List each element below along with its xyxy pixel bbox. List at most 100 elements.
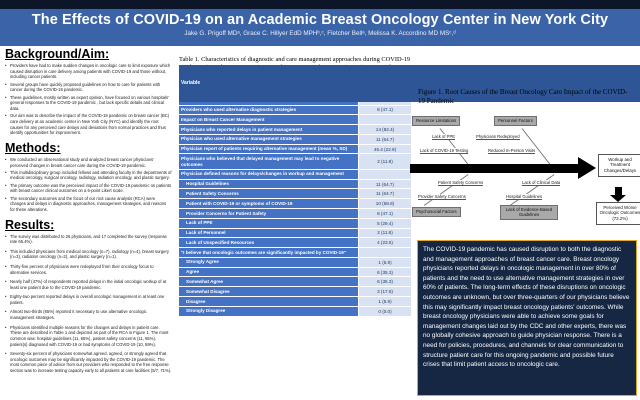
category-psychosocial-factors: Psychosocial Factors <box>412 206 461 217</box>
cause-reduced-in-person-visits: Reduced In-Person Visits <box>488 147 536 154</box>
table-row: Somewhat Disagree 3 (17.6) <box>179 287 411 296</box>
row-label: Disagree <box>179 296 358 306</box>
cause-lack-of-clinical-data: Lack of Clinical Data <box>522 179 561 186</box>
row-value: 11 (64.7) <box>359 189 411 199</box>
background-bullet: Several groups have quickly proposed gui… <box>5 82 172 93</box>
table-section-row: "I believe that oncologic outcomes are s… <box>179 248 411 257</box>
row-label: Lack of PPE <box>179 218 358 228</box>
row-label: Somewhat Disagree <box>179 287 358 296</box>
row-value: 45.4 (22.9) <box>359 144 411 154</box>
row-label: Physicians who believed that delayed man… <box>179 154 358 169</box>
methods-bullets: We conducted an observational study and … <box>5 157 172 213</box>
cause-hospital-guidelines: Hospital Guidelines <box>506 193 543 200</box>
table-section-row: Impact on Breast Cancer Management <box>179 115 411 125</box>
table-row: Lack of Unspecified Resources 4 (23.5) <box>179 238 411 248</box>
row-label: Strongly Agree <box>179 257 358 267</box>
figure-caption: Figure 1. Root Causes of the Breast Onco… <box>418 88 628 105</box>
results-bullet: Nearly half (47%) of respondents reporte… <box>5 279 172 290</box>
results-heading: Results: <box>5 217 55 232</box>
cause-physicians-redeployed: Physicians Redeployed <box>476 133 520 140</box>
methods-bullet: This multidisciplinary group included fe… <box>5 170 172 181</box>
fishbone-rib <box>521 127 551 165</box>
row-label: "I believe that oncologic outcomes are s… <box>179 248 358 257</box>
row-label: Hospital Guidelines <box>179 179 358 189</box>
table-row: Somewhat Agree 6 (35.3) <box>179 277 411 287</box>
table-row: Strongly Disagree 0 (0.0) <box>179 306 411 316</box>
background-bullets: Providers have had to make sudden change… <box>5 63 172 136</box>
conclusion-box: The COVID-19 pandemic has caused disrupt… <box>417 240 637 396</box>
fishbone-rib <box>423 173 469 206</box>
results-bullet: Thirty-five percent of physicians were r… <box>5 264 172 275</box>
row-value <box>359 248 411 257</box>
table-row: Hospital Guidelines 11 (64.7) <box>179 179 411 189</box>
cause-patient-safety-concerns: Patient Safety Concerns <box>438 179 484 186</box>
fishbone-spine-arrow <box>410 163 578 173</box>
table-row: Strongly Agree 1 (5.9) <box>179 257 411 267</box>
row-value: 8 (47.1) <box>359 208 411 218</box>
row-value: 1 (5.9) <box>359 257 411 267</box>
row-value: 6 (35.3) <box>359 267 411 277</box>
row-label: Agree <box>179 267 358 277</box>
cause-provider-safety-concerns: Provider Safety Concerns <box>418 193 466 200</box>
down-arrow-stem <box>615 186 622 195</box>
background-bullet: These guidelines, mostly written as expe… <box>5 95 172 112</box>
row-value: 6 (35.3) <box>359 277 411 287</box>
table-header-row: Variable Responses (N=17,%) <box>179 65 640 102</box>
top-strip <box>0 0 640 9</box>
methods-bullet: We conducted an observational study and … <box>5 157 172 168</box>
row-value: 8 (47.1) <box>359 105 411 115</box>
results-bullet: Eighty-two percent reported delays in ov… <box>5 294 172 305</box>
row-value: 2 (11.8) <box>359 154 411 169</box>
results-bullet: This included physicians from medical on… <box>5 249 172 260</box>
table-row: Provider Concerns for Patient Safety 8 (4… <box>179 208 411 218</box>
background-bullet: Our aim was to describe the impact of th… <box>5 113 172 136</box>
row-label: Lack of Personnel <box>179 228 358 238</box>
fishbone-spine-arrowhead <box>578 156 596 179</box>
row-label: Physician defined reasons for delays/cha… <box>179 169 358 179</box>
results-bullets: The survey was distributed to 26 physici… <box>5 234 172 374</box>
row-value: 0 (0.0) <box>359 306 411 316</box>
table-row: Physicians who reported delays in patien… <box>179 125 411 134</box>
header-bar: The Effects of COVID-19 on an Academic B… <box>0 9 640 46</box>
left-column: Background/Aim: Providers have had to ma… <box>5 47 172 379</box>
row-label: Providers who used alternative diagnosti… <box>179 105 358 115</box>
cause-lack-of-covid-testing: Lack of COVID-19 Testing <box>420 147 469 154</box>
row-label: Impact on Breast Cancer Management <box>179 115 358 125</box>
table-1: Variable Responses (N=17,%) Physicians w… <box>179 65 640 316</box>
row-value <box>359 115 411 125</box>
outcome-box: Perceived Worse Oncologic Outcomes (72.2… <box>596 201 640 225</box>
row-value: 1 (5.9) <box>359 296 411 306</box>
methods-heading: Methods: <box>5 140 61 155</box>
table-row: Physician who used alternative managemen… <box>179 134 411 144</box>
category-personnel-factors: Personnel Factors <box>494 115 537 126</box>
methods-bullet: The secondary outcomes and the focus of … <box>5 196 172 213</box>
table-row: Patient with COVID-19 or symptoms of COV… <box>179 199 411 208</box>
table-row: Lack of PPE 5 (29.4) <box>179 218 411 228</box>
row-value: 5 (29.4) <box>359 218 411 228</box>
table-row: Lack of Personnel 2 (11.8) <box>179 228 411 238</box>
row-value: 11 (64.7) <box>359 179 411 189</box>
row-label: Provider Concerns for Patient Safety <box>179 208 358 218</box>
row-label: Physician who used alternative managemen… <box>179 134 358 144</box>
table-column: Table 1. Characteristics of diagnostic a… <box>179 56 640 316</box>
fishbone-rib <box>509 173 555 206</box>
category-resource-limitations: Resource Limitations <box>412 115 461 126</box>
table-row: Disagree 1 (5.9) <box>179 296 411 306</box>
fishbone-diagram: Resource Limitations Personnel Factors L… <box>410 108 640 240</box>
row-value <box>359 169 411 179</box>
row-label: Physicians who reported delays in patien… <box>179 125 358 134</box>
row-label: Lack of Unspecified Resources <box>179 238 358 248</box>
row-value: 2 (11.8) <box>359 228 411 238</box>
poster-authors: Jake G. Prigoff MDᵃ, Grace C. Hillyer Ed… <box>184 29 456 37</box>
background-heading: Background/Aim: <box>5 47 110 61</box>
row-value: 11 (64.7) <box>359 134 411 144</box>
figure-column: Figure 1. Root Causes of the Breast Onco… <box>410 88 640 240</box>
results-bullet: Physicians identified multiple reasons f… <box>5 325 172 348</box>
table-row: Agree 6 (35.3) <box>179 267 411 277</box>
down-arrow-head <box>610 194 626 202</box>
row-value: 10 (58.8) <box>359 199 411 208</box>
results-bullet: Seventy-six percent of physicians somewh… <box>5 351 172 374</box>
methods-bullet: The primary outcome was the perceived im… <box>5 183 172 194</box>
effect-box: Workup and Treatment Changes/Delays <box>598 153 640 177</box>
